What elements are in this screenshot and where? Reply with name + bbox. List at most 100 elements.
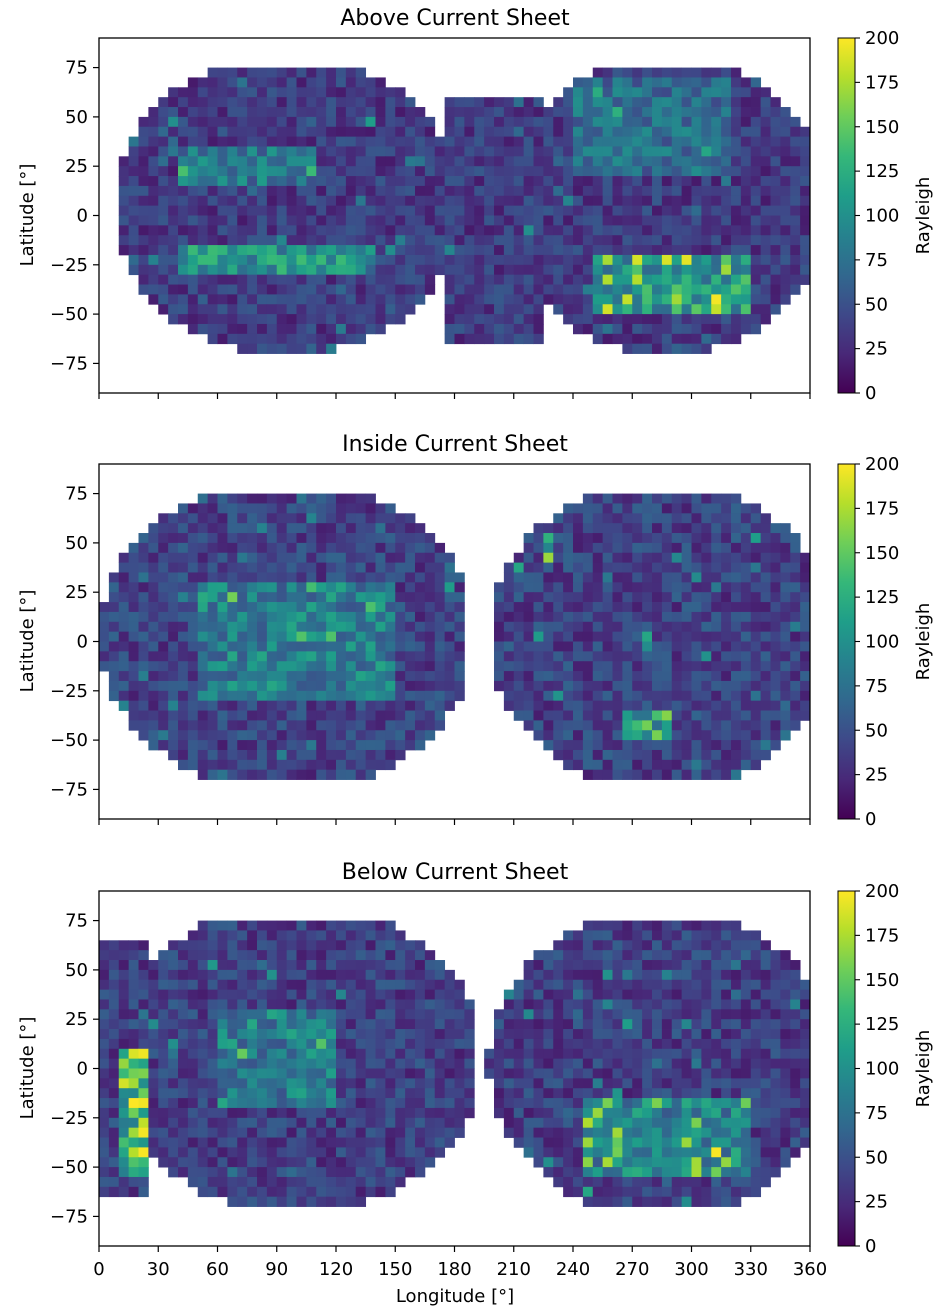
heatmap-cell (405, 611, 416, 623)
heatmap-cell (168, 116, 179, 128)
heatmap-cell (731, 1117, 742, 1129)
heatmap-cell (454, 602, 465, 613)
heatmap-cell (612, 533, 623, 544)
heatmap-cell (424, 602, 436, 613)
heatmap-cell (326, 769, 337, 780)
heatmap-cell (592, 67, 604, 78)
heatmap-cell (168, 999, 179, 1010)
heatmap-cell (286, 343, 297, 354)
heatmap-cell (197, 215, 209, 226)
heatmap-cell (375, 759, 386, 771)
heatmap-cell (108, 661, 120, 672)
heatmap-cell (632, 552, 643, 564)
heatmap-cell (671, 205, 683, 216)
heatmap-cell (326, 651, 337, 662)
heatmap-cell (316, 562, 327, 573)
heatmap-cell (148, 621, 159, 633)
heatmap-cell (731, 176, 742, 187)
heatmap-cell (740, 651, 752, 662)
heatmap-cell (632, 641, 643, 652)
heatmap-cell (355, 960, 367, 971)
heatmap-cell (207, 989, 218, 1000)
heatmap-cell (652, 960, 663, 971)
heatmap-cell (266, 920, 278, 931)
heatmap-cell (128, 245, 139, 256)
heatmap-cell (731, 493, 742, 504)
heatmap-cell (464, 1107, 475, 1119)
heatmap-cell (602, 533, 613, 544)
heatmap-cell (543, 960, 554, 971)
heatmap-cell (405, 156, 416, 167)
heatmap-cell (365, 749, 376, 761)
heatmap-cell (740, 245, 752, 256)
heatmap-cell (691, 759, 702, 771)
heatmap-cell (523, 720, 534, 731)
heatmap-cell (652, 1117, 663, 1129)
heatmap-cell (296, 920, 307, 931)
heatmap-cell (652, 749, 663, 761)
heatmap-cell (207, 740, 218, 751)
heatmap-cell (731, 215, 742, 226)
heatmap-cell (187, 621, 199, 633)
heatmap-cell (671, 641, 683, 652)
heatmap-cell (434, 245, 446, 256)
heatmap-cell (681, 1019, 692, 1030)
heatmap-cell (740, 513, 752, 524)
heatmap-cell (375, 621, 386, 633)
heatmap-cell (276, 1127, 288, 1138)
heatmap-cell (336, 1019, 347, 1030)
heatmap-cell (563, 562, 574, 573)
heatmap-cell (533, 950, 544, 961)
heatmap-cell (178, 205, 189, 216)
heatmap-cell (523, 710, 534, 721)
heatmap-cell (99, 1107, 110, 1119)
heatmap-cell (661, 1088, 673, 1099)
heatmap-cell (207, 680, 218, 692)
heatmap-cell (800, 999, 811, 1010)
heatmap-cell (355, 185, 367, 197)
heatmap-cell (543, 245, 554, 256)
heatmap-cell (326, 582, 337, 593)
heatmap-cell (543, 116, 554, 128)
heatmap-cell (454, 107, 465, 118)
heatmap-cell (247, 661, 258, 672)
heatmap-cell (790, 136, 801, 147)
heatmap-cell (306, 700, 317, 711)
heatmap-cell (424, 592, 436, 603)
heatmap-cell (661, 503, 673, 514)
heatmap-cell (553, 274, 564, 285)
heatmap-cell (642, 582, 653, 593)
heatmap-cell (711, 333, 722, 345)
heatmap-cell (750, 730, 762, 741)
heatmap-cell (652, 533, 663, 544)
heatmap-cell (770, 671, 781, 682)
heatmap-cell (227, 552, 238, 564)
heatmap-cell (494, 592, 505, 603)
heatmap-cell (128, 960, 139, 971)
heatmap-cell (168, 1019, 179, 1030)
heatmap-cell (148, 205, 159, 216)
heatmap-cell (257, 661, 268, 672)
heatmap-cell (750, 1029, 762, 1040)
heatmap-cell (128, 690, 139, 702)
heatmap-cell (434, 621, 446, 633)
heatmap-cell (770, 225, 781, 236)
heatmap-cell (622, 651, 633, 662)
heatmap-cell (415, 651, 426, 662)
heatmap-cell (711, 1048, 722, 1060)
heatmap-cell (237, 107, 248, 118)
heatmap-cell (158, 621, 169, 633)
heatmap-cell (563, 1098, 574, 1109)
heatmap-cell (237, 542, 248, 554)
heatmap-cell (336, 1009, 347, 1020)
heatmap-cell (415, 631, 426, 642)
heatmap-cell (740, 185, 752, 197)
heatmap-cell (158, 582, 169, 593)
heatmap-cell (800, 602, 811, 613)
heatmap-cell (701, 710, 712, 721)
heatmap-cell (237, 1127, 248, 1138)
heatmap-cell (326, 245, 337, 256)
heatmap-cell (128, 195, 139, 207)
heatmap-cell (385, 572, 396, 583)
heatmap-cell (237, 185, 248, 197)
